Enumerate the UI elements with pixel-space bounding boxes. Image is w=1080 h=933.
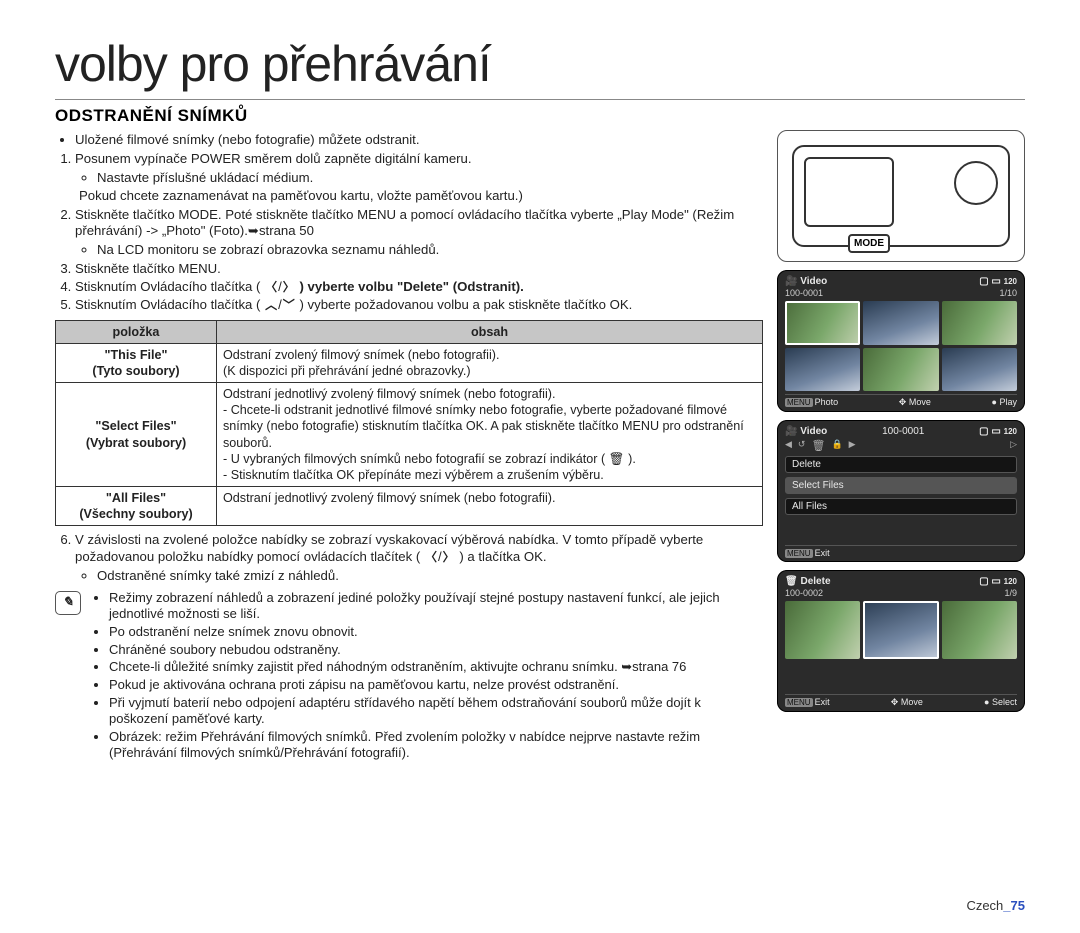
up-icon: ︿: [264, 298, 278, 313]
th-polozka: položka: [56, 320, 217, 343]
screen-title: Video: [800, 426, 827, 437]
screen-delete: 🗑 Delete ▢ ▭ 120 100-0002 1/9 MENUExit ✥…: [777, 570, 1025, 712]
note-item: Pokud je aktivována ochrana proti zápisu…: [109, 677, 763, 694]
step-2: Stiskněte tlačítko MODE. Poté stiskněte …: [75, 207, 763, 260]
note-item: Režimy zobrazení náhledů a zobrazení jed…: [109, 590, 763, 623]
thumbnail: [785, 348, 860, 392]
select-label: Select: [992, 697, 1017, 707]
footer-page: _75: [1003, 898, 1025, 913]
page: volby pro přehrávání ODSTRANĚNÍ SNÍMKŮ U…: [0, 0, 1080, 933]
table-row: "Select Files" (Vybrat soubory) Odstraní…: [56, 383, 763, 487]
left-icon: 〈: [264, 280, 278, 295]
note-item: Chcete-li důležité snímky zajistit před …: [109, 659, 763, 676]
step-3: Stiskněte tlačítko MENU.: [75, 261, 763, 278]
right-icon: 〉: [282, 280, 296, 295]
thumbnail: [863, 301, 938, 345]
move-label: Move: [901, 697, 923, 707]
trash-icon: [811, 439, 825, 452]
left-column: Uložené filmové snímky (nebo fotografie)…: [55, 130, 763, 765]
section-title: ODSTRANĚNÍ SNÍMKŮ: [55, 106, 1025, 126]
counter: 1/10: [999, 288, 1017, 298]
menu-item-delete: Delete: [785, 456, 1017, 473]
rule: [55, 99, 1025, 100]
screen-menu: 🎥 Video 100-0001 ▢ ▭ 120 ◀↺🔒▶ ▷ Delete S…: [777, 420, 1025, 562]
footer-lang: Czech: [966, 898, 1003, 913]
note-item: Při vyjmutí baterií nebo odpojení adapté…: [109, 695, 763, 728]
th-obsah: obsah: [217, 320, 763, 343]
down-icon: ﹀: [282, 298, 296, 313]
play-label: Play: [999, 397, 1017, 407]
counter: 1/9: [1004, 588, 1017, 598]
step-2a: Na LCD monitoru se zobrazí obrazovka sez…: [97, 242, 763, 259]
page-title: volby pro přehrávání: [55, 35, 1025, 93]
cell-key: "This File" (Tyto soubory): [56, 344, 217, 383]
table-row: "All Files" (Všechny soubory) Odstraní j…: [56, 486, 763, 525]
thumbnail: [942, 301, 1017, 345]
screen-title: Video: [800, 276, 827, 287]
note-block: ✎ Režimy zobrazení náhledů a zobrazení j…: [55, 587, 763, 765]
thumbnail: [942, 601, 1017, 659]
step-4: Stisknutím Ovládacího tlačítka ( 〈/〉 ) v…: [75, 279, 763, 296]
left-icon: 〈: [424, 550, 438, 565]
right-icon: 〉: [442, 550, 456, 565]
icon-row: ◀↺🔒▶ ▷: [785, 439, 1017, 452]
note-item: Chráněné soubory nebudou odstraněny.: [109, 642, 763, 659]
step-1: Posunem vypínače POWER směrem dolů zapně…: [75, 151, 763, 205]
menu-item-select: Select Files: [785, 477, 1017, 494]
intro-bullet: Uložené filmové snímky (nebo fotografie)…: [75, 132, 763, 149]
camera-illustration: MODE: [777, 130, 1025, 262]
photo-label: Photo: [815, 397, 839, 407]
thumbnail: [785, 601, 860, 659]
exit-label: Exit: [815, 548, 830, 558]
step-1b: Pokud chcete zaznamenávat na paměťovou k…: [79, 188, 763, 205]
step-6: V závislosti na zvolené položce nabídky …: [75, 532, 763, 585]
folder-label: 100-0001: [882, 426, 924, 437]
thumbnail: [863, 601, 938, 659]
exit-label: Exit: [815, 697, 830, 707]
mode-label: MODE: [848, 234, 890, 253]
table-row: "This File" (Tyto soubory) Odstraní zvol…: [56, 344, 763, 383]
footer: Czech_75: [966, 898, 1025, 913]
note-icon: ✎: [55, 591, 81, 615]
cell-val: Odstraní zvolený filmový snímek (nebo fo…: [217, 344, 763, 383]
note-item: Obrázek: režim Přehrávání filmových sním…: [109, 729, 763, 762]
note-item: Po odstranění nelze snímek znovu obnovit…: [109, 624, 763, 641]
step-5: Stisknutím Ovládacího tlačítka ( ︿/﹀ ) v…: [75, 297, 763, 314]
thumbnail: [942, 348, 1017, 392]
move-label: Move: [909, 397, 931, 407]
cell-val: Odstraní jednotlivý zvolený filmový sním…: [217, 383, 763, 487]
cell-key: "All Files" (Všechny soubory): [56, 486, 217, 525]
folder-label: 100-0002: [785, 588, 823, 598]
cell-val: Odstraní jednotlivý zvolený filmový sním…: [217, 486, 763, 525]
folder-label: 100-0001: [785, 288, 823, 298]
screen-title: Delete: [800, 576, 830, 587]
thumbnail: [785, 301, 860, 345]
cell-key: "Select Files" (Vybrat soubory): [56, 383, 217, 487]
step-6c: Odstraněné snímky také zmizí z náhledů.: [97, 568, 763, 585]
menu-item-all: All Files: [785, 498, 1017, 515]
screen-video: 🎥 Video ▢ ▭ 120 100-0001 1/10 MENUPhoto: [777, 270, 1025, 412]
step-1a: Nastavte příslušné ukládací médium.: [97, 170, 763, 187]
thumbnail: [863, 348, 938, 392]
options-table: položka obsah "This File" (Tyto soubory)…: [55, 320, 763, 526]
right-column: MODE 🎥 Video ▢ ▭ 120 100-0001 1/10: [777, 130, 1025, 765]
